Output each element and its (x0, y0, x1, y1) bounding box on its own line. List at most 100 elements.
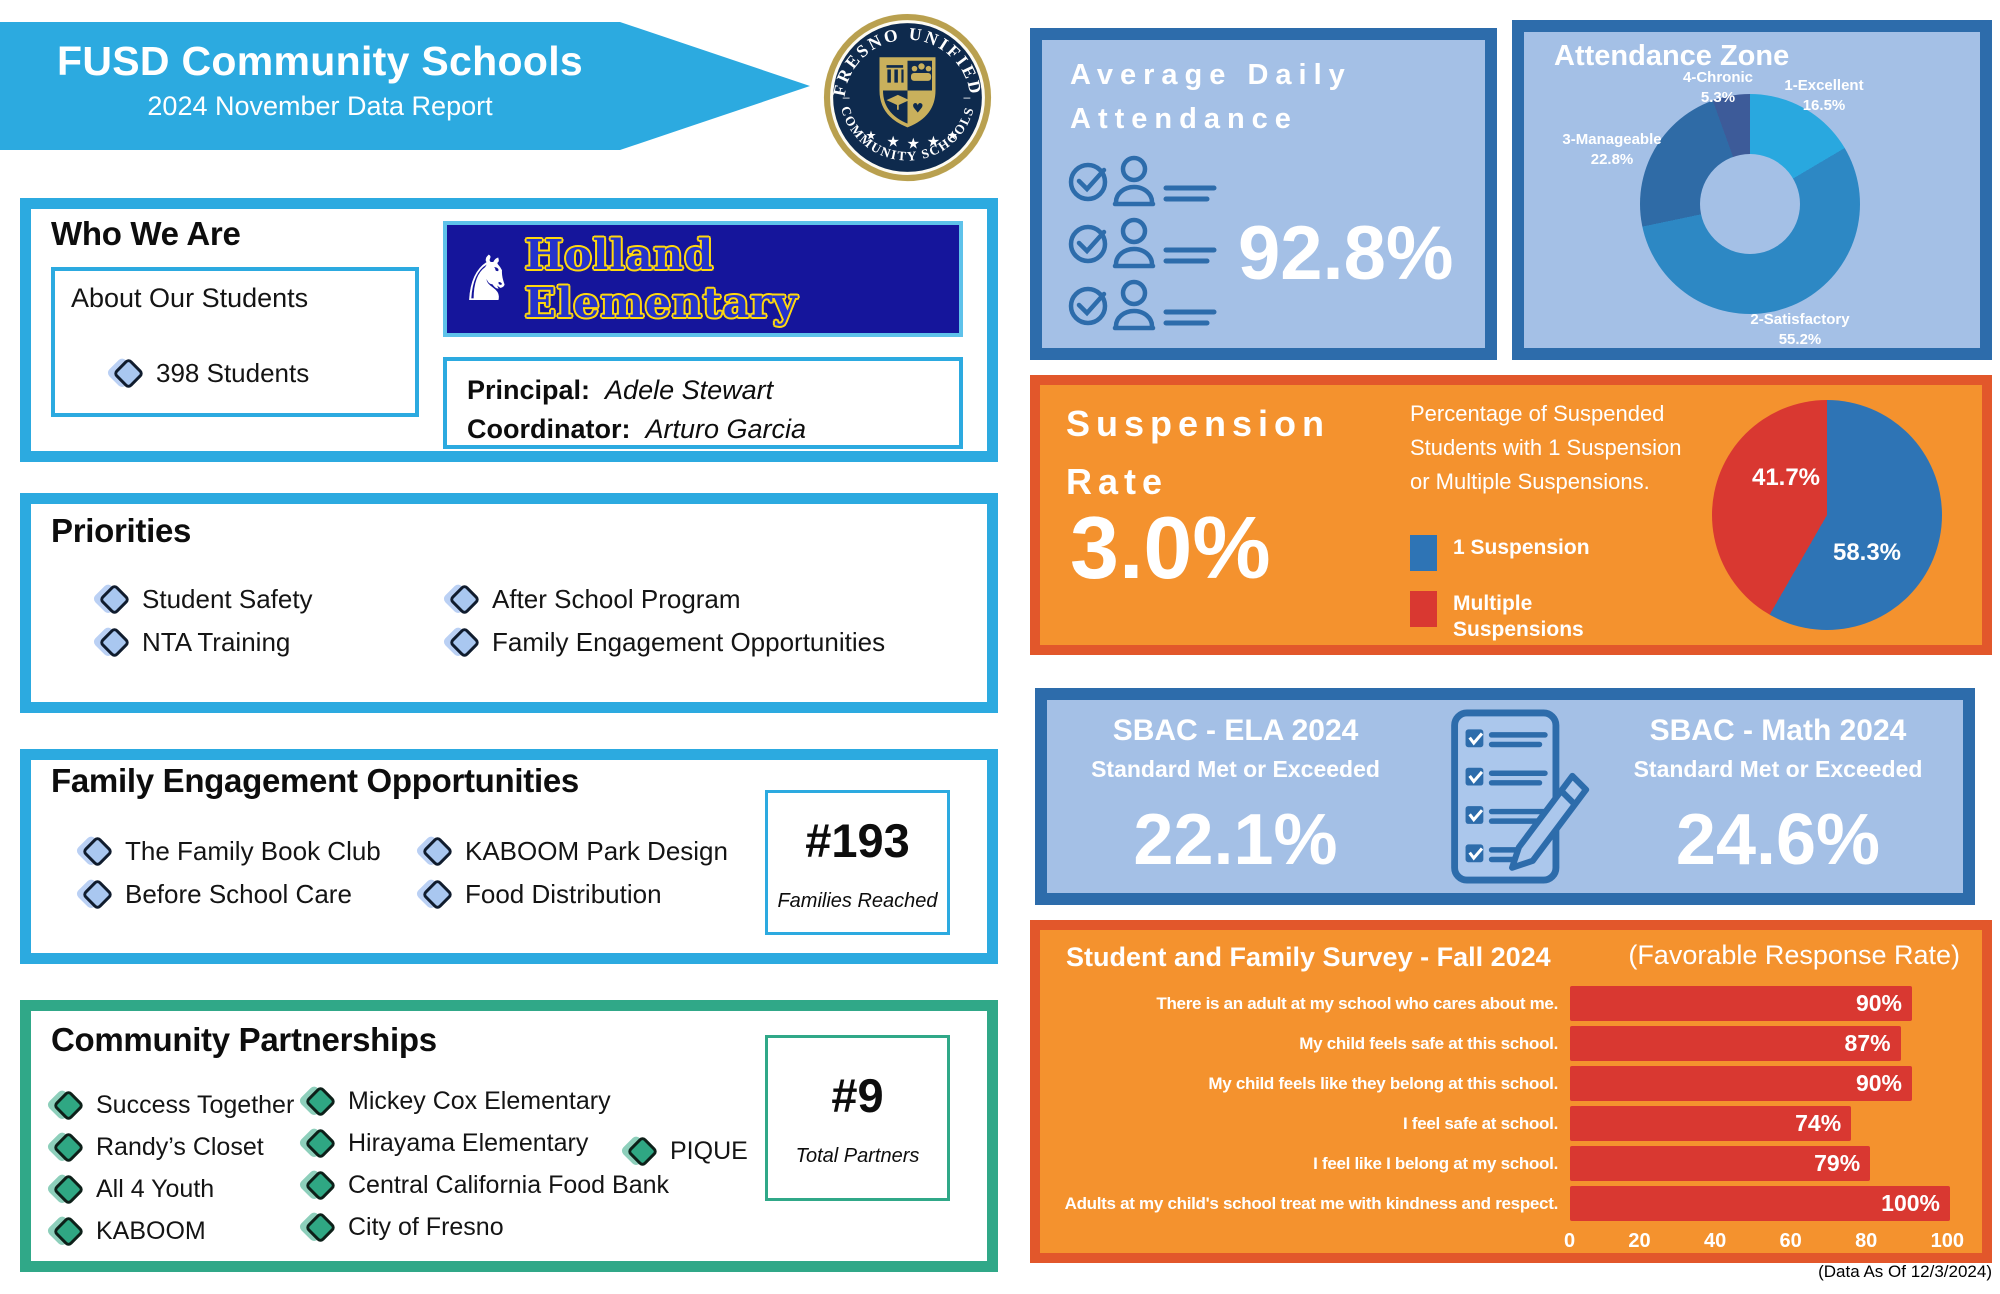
school-banner: ♞ Holland Elementary (443, 221, 963, 337)
partner-label: KABOOM (96, 1217, 206, 1245)
partner-item: Success Together (52, 1089, 294, 1122)
priority-label: NTA Training (142, 627, 291, 657)
knight-logo-icon: ♞ (459, 242, 515, 315)
ada-title-line2: Attendance (1070, 102, 1298, 135)
engagement-item: KABOOM Park Design (421, 835, 728, 868)
families-reached-label: Families Reached (777, 889, 938, 912)
partner-item: All 4 Youth (52, 1173, 294, 1206)
survey-bar-value: 90% (1855, 990, 1902, 1016)
data-as-of-note: (Data As Of 12/3/2024) (1818, 1262, 1992, 1281)
survey-bar-track: 90% (1570, 986, 1950, 1021)
legend-swatch-blue (1410, 535, 1437, 571)
donut-label-excellent: 1-Excellent 16.5% (1784, 77, 1864, 115)
staff-box: Principal: Adele Stewart Coordinator: Ar… (443, 357, 963, 449)
pie-label-single: 58.3% (1832, 539, 1902, 566)
check-person-row-icon (1068, 217, 1217, 269)
coordinator-label: Coordinator: (467, 414, 631, 445)
survey-bar-value: 100% (1881, 1190, 1940, 1216)
partner-item: KABOOM (52, 1215, 294, 1248)
suspension-description: Percentage of Suspended Students with 1 … (1410, 401, 1682, 495)
diamond-bullet-icon (304, 1211, 337, 1244)
diamond-bullet-icon (626, 1135, 659, 1168)
svg-text:★: ★ (947, 129, 958, 143)
attendance-zone-panel: Attendance Zone 4-Chronic 5.3% 1-Excelle… (1512, 20, 1992, 360)
families-reached-count: #193 (805, 813, 910, 867)
sbac-ela-block: SBAC - ELA 2024 Standard Met or Exceeded… (1063, 714, 1408, 881)
svg-text:★: ★ (927, 133, 940, 151)
engagement-label: KABOOM Park Design (465, 836, 728, 866)
diamond-bullet-icon (81, 878, 114, 911)
suspension-pie-chart (1712, 400, 1942, 630)
survey-bar: 79% (1570, 1146, 1871, 1181)
survey-bar: 87% (1570, 1026, 1901, 1061)
header-banner: FUSD Community Schools 2024 November Dat… (0, 22, 810, 150)
sbac-ela-value: 22.1% (1133, 800, 1338, 880)
diamond-bullet-icon (304, 1169, 337, 1202)
ada-title-line1: Average Daily (1070, 59, 1352, 91)
survey-question-label: My child feels like they belong at this … (1208, 1073, 1558, 1093)
attendance-zone-title: Attendance Zone (1554, 40, 1790, 72)
total-partners-label: Total Partners (795, 1145, 920, 1167)
page-title: FUSD Community Schools (57, 38, 583, 84)
sbac-math-subtitle: Standard Met or Exceeded (1633, 756, 1923, 782)
partner-item: City of Fresno (304, 1211, 669, 1244)
survey-question-label: I feel safe at school. (1403, 1113, 1558, 1133)
page-subtitle: 2024 November Data Report (147, 91, 493, 121)
survey-row: I feel safe at school. 74% (1056, 1106, 1968, 1141)
survey-bar-track: 87% (1570, 1026, 1950, 1061)
partner-label: Randy’s Closet (96, 1133, 264, 1161)
diamond-bullet-icon (112, 357, 145, 390)
engagement-label: Before School Care (125, 879, 352, 909)
seal-left-tick: – (843, 90, 850, 104)
family-engagement-panel: Family Engagement Opportunities The Fami… (20, 749, 998, 964)
principal-label: Principal: (467, 375, 591, 405)
pie-label-multiple: 41.7% (1751, 464, 1821, 491)
donut-hole (1700, 154, 1800, 254)
coordinator-name: Arturo Garcia (645, 414, 807, 445)
diamond-bullet-icon (304, 1127, 337, 1160)
fusd-seal-logo: FRESNO UNIFIED COMMUNITY SCHOOLS – – ♥ ★… (823, 13, 992, 182)
seal-right-tick: – (964, 90, 971, 104)
survey-title: Student and Family Survey - Fall 2024 (1066, 942, 1551, 972)
axis-tick-label: 100 (1930, 1230, 1964, 1252)
check-person-row-icon (1068, 279, 1217, 331)
check-person-row-icon (1068, 155, 1217, 207)
engagement-item: Food Distribution (421, 878, 728, 911)
ada-value: 92.8% (1238, 211, 1454, 296)
attendance-checklist-icons (1064, 152, 1234, 332)
partnerships-panel: Community Partnerships Success Together … (20, 1000, 998, 1272)
survey-question-label: There is an adult at my school who cares… (1156, 993, 1558, 1013)
survey-bar: 74% (1570, 1106, 1852, 1141)
diamond-bullet-icon (421, 835, 454, 868)
sbac-math-title: SBAC - Math 2024 (1649, 714, 1907, 747)
engagement-item: Before School Care (81, 878, 426, 911)
priority-item: NTA Training (98, 626, 453, 659)
legend-item-multiple-suspensions: Multiple Suspensions (1410, 591, 1603, 644)
survey-bar: 90% (1570, 1066, 1912, 1101)
partner-item: Randy’s Closet (52, 1131, 294, 1164)
sbac-ela-subtitle: Standard Met or Exceeded (1091, 756, 1380, 782)
survey-row: My child feels safe at this school. 87% (1056, 1026, 1968, 1061)
partner-label: Central California Food Bank (348, 1171, 669, 1199)
suspension-title: Suspension Rate (1066, 403, 1331, 502)
suspension-rate-panel: Suspension Rate 3.0% Percentage of Suspe… (1030, 375, 1992, 655)
donut-label-satisfactory: 2-Satisfactory 55.2% (1750, 311, 1850, 349)
total-partners-box: #9 Total Partners (765, 1035, 950, 1201)
priority-label: After School Program (492, 584, 741, 614)
priority-label: Student Safety (142, 584, 313, 614)
partner-item: Hirayama Elementary (304, 1127, 669, 1160)
family-engagement-title: Family Engagement Opportunities (51, 762, 579, 799)
partner-label: City of Fresno (348, 1213, 504, 1241)
svg-text:♥: ♥ (912, 101, 924, 116)
survey-subtitle: (Favorable Response Rate) (1628, 940, 1960, 970)
survey-bar-value: 79% (1814, 1150, 1861, 1176)
survey-bar: 100% (1570, 1186, 1950, 1221)
svg-text:★: ★ (866, 129, 877, 143)
sbac-math-block: SBAC - Math 2024 Standard Met or Exceede… (1603, 714, 1953, 881)
survey-question-label: I feel like I belong at my school. (1313, 1153, 1558, 1173)
survey-question-label: My child feels safe at this school. (1299, 1033, 1558, 1053)
sbac-ela-title: SBAC - ELA 2024 (1112, 714, 1359, 747)
survey-bar-track: 90% (1570, 1066, 1950, 1101)
survey-x-axis: 0 20 40 60 80 100 (1564, 1230, 1964, 1253)
